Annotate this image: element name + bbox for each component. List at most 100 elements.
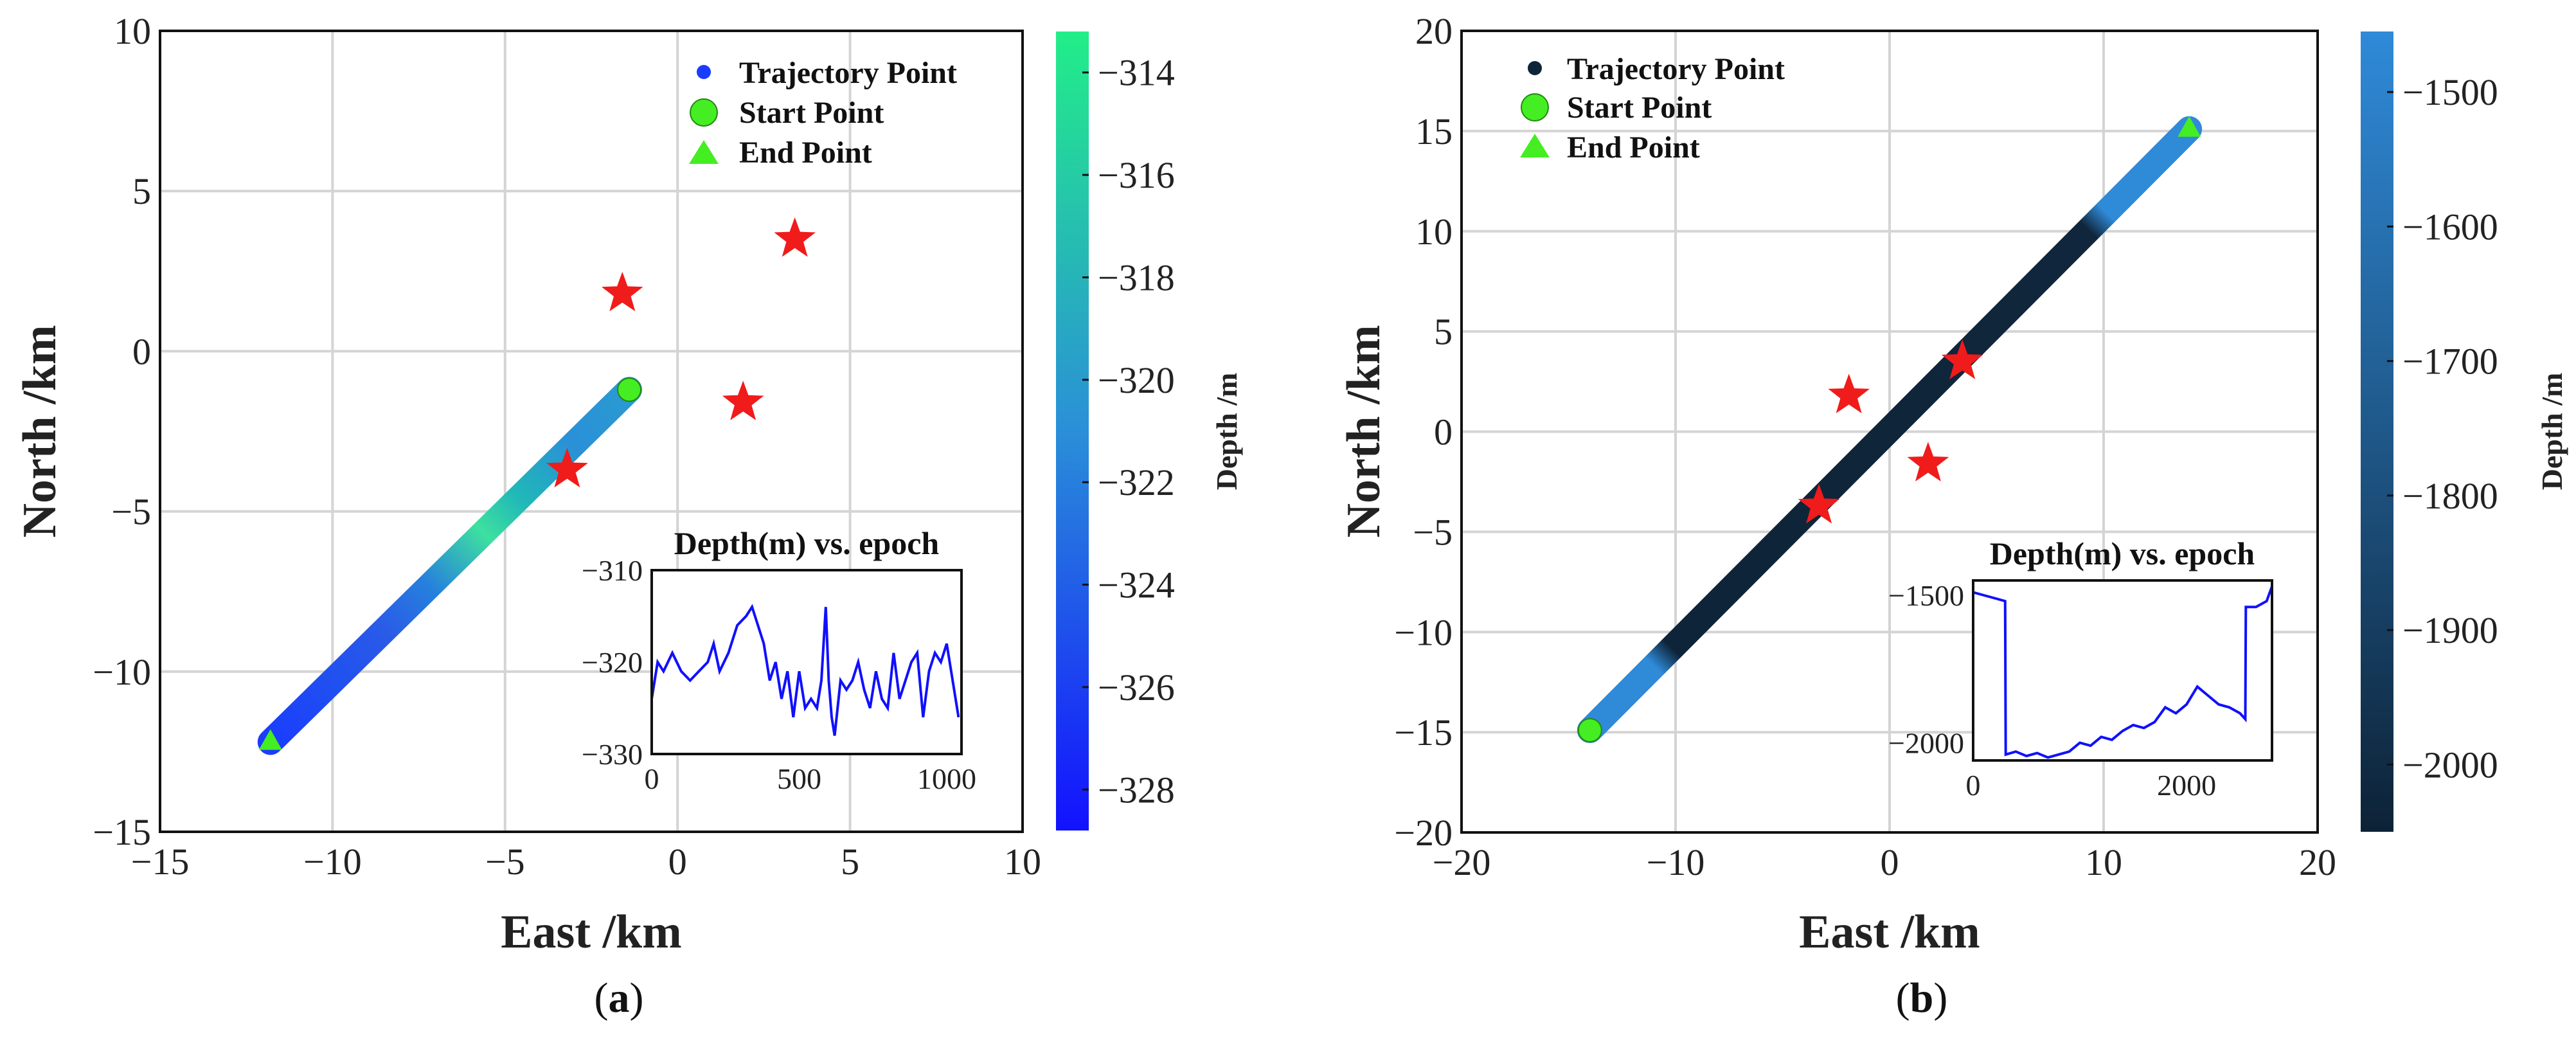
b-legend: Trajectory Point Start Point End Point xyxy=(1520,52,1785,165)
b-star-marker xyxy=(1941,339,1983,379)
b-legend-end-label: End Point xyxy=(1567,130,1700,165)
b-y-tick-label: −20 xyxy=(1394,812,1453,854)
a-legend-start-marker xyxy=(690,98,718,127)
a-x-tick-label: 0 xyxy=(668,841,687,883)
a-colorbar-tick-label: −328 xyxy=(1098,769,1175,811)
b-y-tick-label: 0 xyxy=(1434,411,1453,453)
b-inset-x-ticks: 0 2000 xyxy=(1966,769,2217,802)
b-y-tick-label: −10 xyxy=(1394,611,1453,653)
b-colorbar-tick-label: −1800 xyxy=(2402,475,2498,517)
panel-b: −20 −10 0 10 20 −20 −15 −10 −5 0 5 10 15 20 East /km… xyxy=(1337,10,2568,1021)
a-colorbar-label: Depth /m xyxy=(1210,373,1243,490)
a-inset-background xyxy=(652,570,962,754)
b-plot-frame xyxy=(1460,30,2319,834)
b-inset-x-tick-label: 2000 xyxy=(2157,769,2216,802)
b-inset-frame xyxy=(1972,579,2273,762)
a-trajectory-band xyxy=(257,377,643,755)
b-x-tick-label: −10 xyxy=(1647,841,1705,883)
a-y-tick-label: 5 xyxy=(132,170,151,212)
b-star-marker xyxy=(1798,483,1840,524)
a-inset-depth-line xyxy=(650,604,960,736)
b-colorbar-tick-label: −1500 xyxy=(2402,71,2498,113)
a-y-tick-label: −10 xyxy=(93,651,151,693)
b-colorbar-tick-label: −1700 xyxy=(2402,341,2498,382)
a-colorbar-ticks: −314 −316 −318 −320 −322 −324 −326 −328 xyxy=(1082,52,1175,811)
a-colorbar-tick-label: −316 xyxy=(1098,154,1175,196)
b-trajectory-band xyxy=(1577,116,2203,744)
a-y-tick-labels: −15 −10 −5 0 5 10 xyxy=(93,10,151,853)
b-y-tick-label: −15 xyxy=(1394,712,1453,753)
b-star-marker xyxy=(1828,373,1870,413)
b-inset-title: Depth(m) vs. epoch xyxy=(1990,535,2255,571)
b-y-tick-label: 15 xyxy=(1415,111,1453,152)
a-colorbar-tick-label: −326 xyxy=(1098,667,1175,708)
a-y-tick-label: −15 xyxy=(93,811,151,853)
b-legend-trajectory-label: Trajectory Point xyxy=(1567,52,1785,86)
a-legend-trajectory-label: Trajectory Point xyxy=(739,56,957,90)
b-x-tick-labels: −20 −10 0 10 20 xyxy=(1433,841,2336,883)
a-star-marker xyxy=(602,271,643,312)
b-legend-start-label: Start Point xyxy=(1567,91,1712,125)
b-trajectory xyxy=(1577,116,2203,744)
a-x-tick-label: 10 xyxy=(1004,841,1041,883)
b-colorbar-tick-label: −1900 xyxy=(2402,609,2498,651)
b-x-tick-label: −20 xyxy=(1433,841,1491,883)
a-y-tick-label: −5 xyxy=(111,491,151,533)
b-inset-x-tick-label: 0 xyxy=(1966,769,1981,802)
b-y-tick-labels: −20 −15 −10 −5 0 5 10 15 20 xyxy=(1394,10,1453,854)
a-xlabel: East /km xyxy=(501,906,682,958)
a-inset-x-tick-label: 1000 xyxy=(917,762,976,795)
b-x-tick-label: 20 xyxy=(2299,841,2336,883)
b-legend-trajectory-marker xyxy=(1528,61,1542,75)
a-inset-title: Depth(m) vs. epoch xyxy=(674,525,940,561)
a-plot-frame xyxy=(159,30,1024,833)
a-inset: Depth(m) vs. epoch 0 500 1000 −310 −320 −330 xyxy=(582,525,976,795)
b-inset-y-tick-label: −1500 xyxy=(1888,579,1964,612)
a-x-tick-label: −10 xyxy=(303,841,362,883)
a-x-tick-label: −5 xyxy=(485,841,525,883)
b-stars xyxy=(1798,339,1983,524)
a-star-marker xyxy=(774,217,816,257)
a-x-tick-label: −15 xyxy=(131,841,190,883)
a-legend-trajectory-marker xyxy=(697,65,711,79)
a-colorbar-tick-label: −320 xyxy=(1098,359,1175,401)
a-inset-x-tick-label: 0 xyxy=(645,762,659,795)
b-colorbar-tick-label: −1600 xyxy=(2402,206,2498,247)
a-ylabel: North /km xyxy=(13,325,66,538)
a-colorbar-tick-label: −314 xyxy=(1098,52,1175,94)
a-colorbar-tick-label: −322 xyxy=(1098,462,1175,503)
a-y-tick-label: 0 xyxy=(132,330,151,372)
b-colorbar-tick-label: −2000 xyxy=(2402,744,2498,786)
a-start-point xyxy=(617,377,642,402)
b-xlabel: East /km xyxy=(1799,906,1980,958)
a-inset-x-tick-label: 500 xyxy=(777,762,821,795)
a-star-marker xyxy=(722,381,764,420)
b-legend-end-marker xyxy=(1520,134,1550,157)
b-colorbar xyxy=(2361,31,2393,832)
a-x-tick-label: 5 xyxy=(841,841,859,883)
a-legend-start-label: Start Point xyxy=(739,96,884,130)
a-inset-y-tick-label: −330 xyxy=(582,738,643,771)
a-inset-y-tick-label: −310 xyxy=(582,554,643,587)
b-x-tick-label: 0 xyxy=(1881,841,1899,883)
a-legend-end-marker xyxy=(689,140,719,164)
b-y-tick-label: 5 xyxy=(1434,311,1453,353)
b-y-tick-label: 10 xyxy=(1415,211,1453,253)
b-y-tick-label: −5 xyxy=(1413,511,1453,553)
a-colorbar xyxy=(1056,31,1089,831)
a-colorbar-tick-label: −318 xyxy=(1098,256,1175,298)
a-legend-end-label: End Point xyxy=(739,136,872,170)
a-stars xyxy=(546,217,816,488)
a-inset-y-ticks: −310 −320 −330 xyxy=(582,554,643,771)
b-x-tick-label: 10 xyxy=(2085,841,2122,883)
b-colorbar-label: Depth /m xyxy=(2536,373,2568,490)
a-end-point xyxy=(258,729,282,750)
b-colorbar-ticks: −1500 −1600 −1700 −1800 −1900 −2000 xyxy=(2387,71,2498,786)
panel-a: −15 −10 −5 0 5 10 −15 −10 −5 0 5 10 East /km North… xyxy=(13,10,1243,1021)
b-star-marker xyxy=(1907,442,1949,481)
a-star-marker xyxy=(546,447,588,488)
a-inset-frame xyxy=(650,569,963,755)
b-inset-y-tick-label: −2000 xyxy=(1888,726,1964,759)
a-x-tick-labels: −15 −10 −5 0 5 10 xyxy=(131,841,1041,883)
